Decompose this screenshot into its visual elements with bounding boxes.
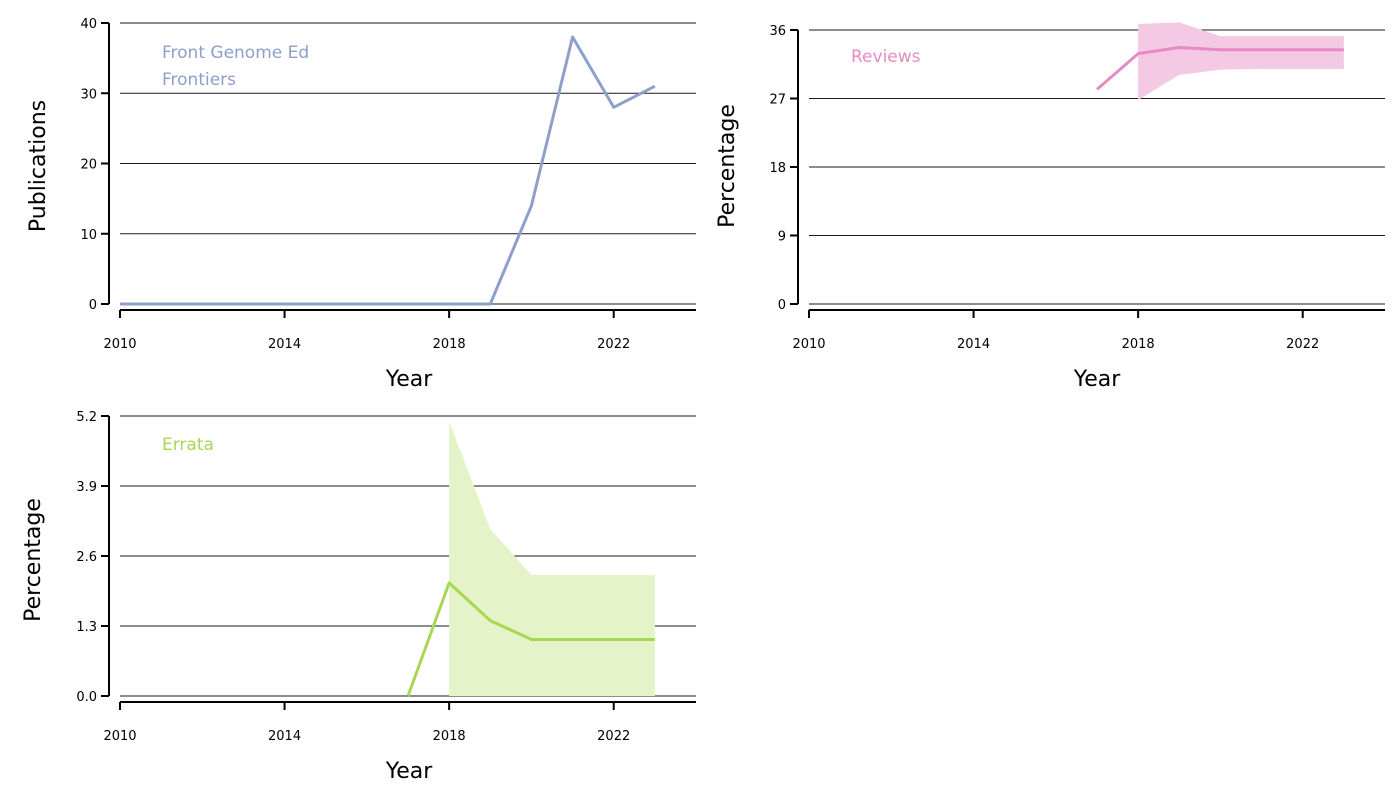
x-tick-label: 2014 — [268, 337, 301, 352]
confidence-band — [449, 421, 655, 696]
grid-lines — [809, 29, 1385, 305]
y-tick-label: 36 — [769, 24, 786, 39]
x-tick-label: 2022 — [597, 729, 630, 744]
y-tick-label: 0.0 — [76, 690, 97, 705]
grid-lines — [120, 22, 696, 305]
x-tick-label: 2018 — [1122, 337, 1155, 352]
y-tick-label: 1.3 — [76, 620, 97, 635]
series-line — [406, 581, 655, 697]
x-tick-label: 2010 — [792, 337, 825, 352]
y-tick-label: 20 — [80, 158, 97, 173]
y-tick-label: 40 — [80, 17, 97, 32]
data-series — [1096, 46, 1344, 91]
data-series — [120, 35, 656, 306]
y-axis-label: Publications — [26, 100, 51, 232]
x-tick-label: 2010 — [103, 729, 136, 744]
band-area — [1138, 22, 1344, 101]
axes — [101, 415, 696, 710]
chart-errata: 0.0 1.3 2.6 3.9 5.2 2010 2014 2018 2022 Year Per… — [21, 410, 696, 784]
y-tick-label: 27 — [769, 93, 786, 108]
axes — [790, 29, 1385, 318]
band-area — [449, 421, 655, 696]
y-axis-label: Percentage — [715, 104, 740, 228]
x-tick-label: 2018 — [433, 337, 466, 352]
chart-publications: 0 10 20 30 40 2010 2014 2018 2022 Year Publicati… — [26, 17, 696, 392]
y-tick-label: 0 — [778, 298, 786, 313]
annotation-line-1: Errata — [162, 435, 214, 455]
chart-reviews: 0 9 18 27 36 2010 2014 2018 2022 Year Percentage… — [715, 22, 1385, 392]
tick-labels: 0 9 18 27 36 2010 2014 2018 2022 — [769, 24, 1319, 352]
confidence-band — [1138, 22, 1344, 101]
axes — [101, 22, 696, 318]
y-tick-label: 2.6 — [76, 550, 97, 565]
y-tick-label: 18 — [769, 161, 786, 176]
x-axis-label: Year — [1073, 367, 1122, 392]
annotation-line-1: Front Genome Ed — [162, 43, 309, 63]
tick-labels: 0.0 1.3 2.6 3.9 5.2 2010 2014 2018 2022 — [76, 410, 630, 744]
series-line — [1096, 46, 1344, 91]
y-tick-label: 5.2 — [76, 410, 97, 425]
series-line — [120, 35, 656, 306]
x-axis-label: Year — [385, 759, 434, 784]
data-series — [406, 581, 655, 697]
x-tick-label: 2022 — [597, 337, 630, 352]
y-tick-label: 0 — [89, 298, 97, 313]
x-axis-label: Year — [385, 367, 434, 392]
x-tick-label: 2014 — [957, 337, 990, 352]
y-tick-label: 9 — [778, 230, 786, 245]
y-tick-label: 10 — [80, 228, 97, 243]
x-tick-label: 2014 — [268, 729, 301, 744]
y-axis-label: Percentage — [21, 498, 46, 622]
annotation-line-2: Frontiers — [162, 70, 236, 90]
y-tick-label: 30 — [80, 87, 97, 102]
y-tick-label: 3.9 — [76, 480, 97, 495]
x-tick-label: 2018 — [433, 729, 466, 744]
x-tick-label: 2010 — [103, 337, 136, 352]
annotation-line-1: Reviews — [851, 47, 921, 67]
x-tick-label: 2022 — [1286, 337, 1319, 352]
tick-labels: 0 10 20 30 40 2010 2014 2018 2022 — [80, 17, 630, 352]
